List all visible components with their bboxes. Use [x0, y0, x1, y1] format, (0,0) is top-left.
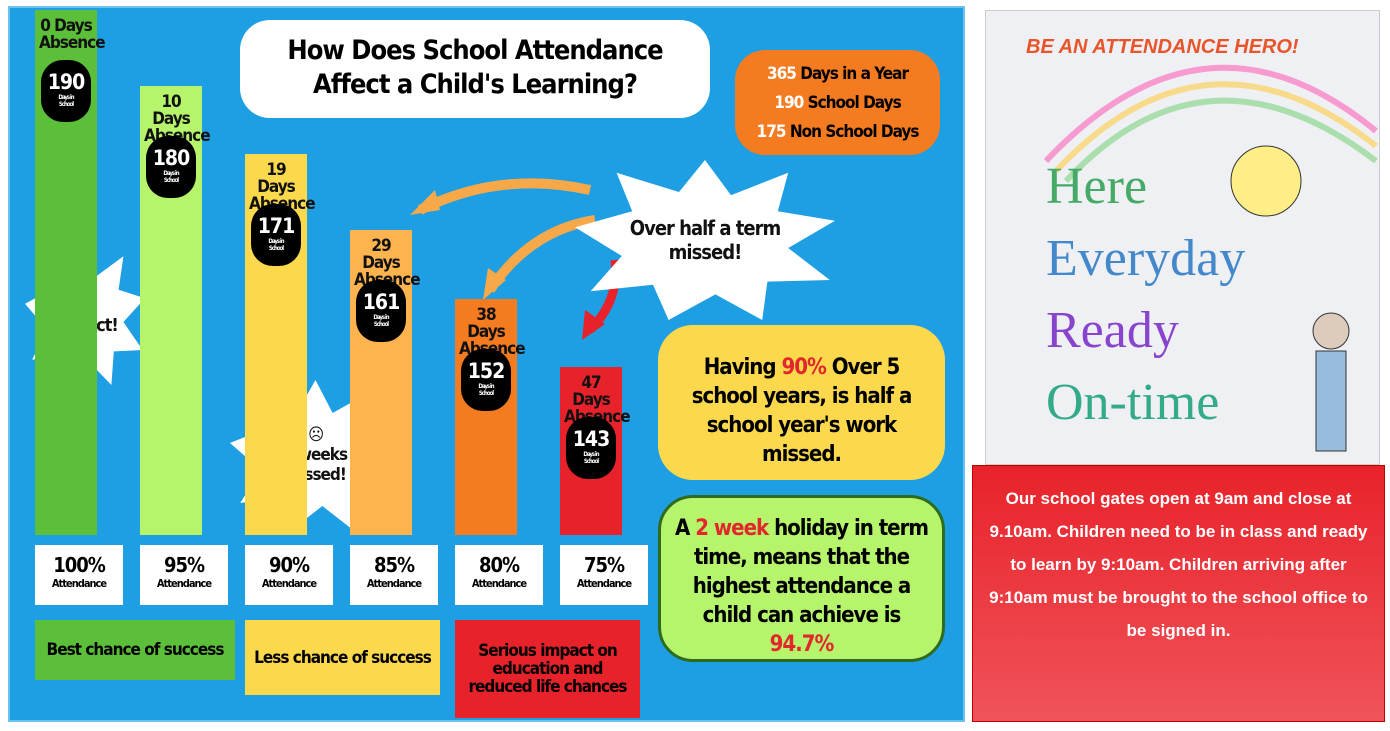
page: {"infographic":{"title":"How Does School… [0, 0, 1390, 731]
attendance: 75%Attendance [560, 545, 648, 605]
absence-label: 0 Days Absence [35, 18, 97, 52]
text: A [675, 516, 695, 541]
highlight: 90% [781, 355, 825, 380]
stat-number: 190 [774, 93, 803, 113]
attendance-value: 100% [35, 553, 123, 577]
highlight: 94.7% [770, 632, 834, 657]
callout-1: Having 90% Over 5 school years, is half … [658, 325, 945, 480]
days-label: Days in School [54, 94, 78, 108]
bar: 38 Days Absence152Days in School [455, 299, 517, 535]
attendance: 90%Attendance [245, 545, 333, 605]
attendance: 80%Attendance [455, 545, 543, 605]
days-label: Days in School [264, 238, 288, 252]
attendance-value: 90% [245, 553, 333, 577]
days-label: Days in School [474, 383, 498, 397]
stats-box: 365 Days in a Year 190 School Days 175 N… [735, 50, 940, 155]
highlight: 2 week [695, 516, 768, 541]
stat-text: Days in a Year [800, 64, 908, 84]
days-number: 190 [41, 70, 91, 94]
drawing-lines: Here Everyday Ready On-time [1046, 151, 1245, 439]
attendance: 85%Attendance [350, 545, 438, 605]
attendance-value: 85% [350, 553, 438, 577]
days-label: Days in School [369, 314, 393, 328]
stat-text: Non School Days [790, 122, 919, 142]
line: On-time [1046, 367, 1245, 439]
notice: Our school gates open at 9am and close a… [972, 465, 1385, 722]
attendance-value: 75% [560, 553, 648, 577]
band-red: Serious impact on education and reduced … [455, 620, 640, 718]
attendance-label: Attendance [35, 577, 123, 590]
stat-text: School Days [808, 93, 901, 113]
attendance: 95%Attendance [140, 545, 228, 605]
bar: 19 Days Absence171Days in School [245, 154, 307, 535]
attendance-label: Attendance [245, 577, 333, 590]
days-number: 152 [461, 359, 511, 383]
attendance-value: 95% [140, 553, 228, 577]
drawing: BE AN ATTENDANCE HERO! Here Everyday Rea… [985, 10, 1380, 465]
days-number: 161 [356, 290, 406, 314]
bar: 29 Days Absence161Days in School [350, 230, 412, 535]
days-label: Days in School [579, 451, 603, 465]
attendance-label: Attendance [455, 577, 543, 590]
callout-2: A 2 week holiday in term time, means tha… [658, 495, 945, 662]
bar: 10 Days Absence180Days in School [140, 86, 202, 535]
attendance: 100%Attendance [35, 545, 123, 605]
days-number: 143 [566, 427, 616, 451]
days-number: 180 [146, 146, 196, 170]
band-yellow: Less chance of success [245, 620, 440, 695]
attendance-label: Attendance [140, 577, 228, 590]
stat-number: 175 [757, 122, 786, 142]
days-number: 171 [251, 214, 301, 238]
line: Ready [1046, 295, 1245, 367]
text: Having [704, 355, 782, 380]
bar: 47 Days Absence143Days in School [560, 367, 622, 535]
attendance-value: 80% [455, 553, 543, 577]
band-green: Best chance of success [35, 620, 235, 680]
line: Here [1046, 151, 1245, 223]
line: Everyday [1046, 223, 1245, 295]
drawing-heading: BE AN ATTENDANCE HERO! [1026, 36, 1299, 59]
attendance-label: Attendance [560, 577, 648, 590]
stat-number: 365 [767, 64, 796, 84]
days-label: Days in School [159, 170, 183, 184]
title: How Does School Attendance Affect a Chil… [240, 20, 710, 118]
attendance-label: Attendance [350, 577, 438, 590]
